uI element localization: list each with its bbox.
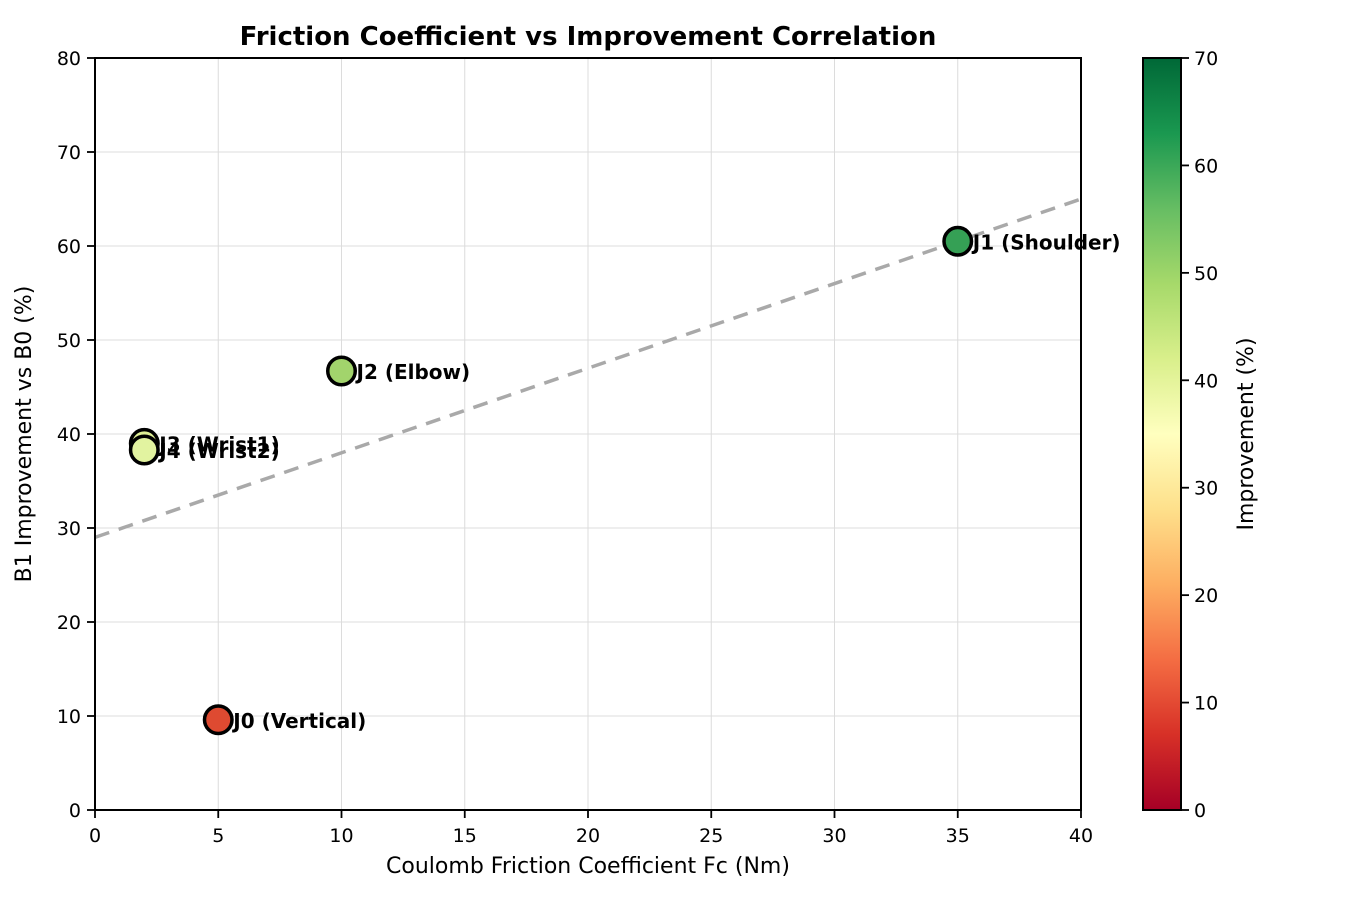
y-tick-label: 20 (57, 612, 81, 634)
data-point (942, 225, 974, 257)
x-tick-label: 0 (89, 825, 101, 847)
colorbar-label: Improvement (%) (1234, 337, 1259, 530)
colorbar-tick-label: 10 (1194, 693, 1218, 715)
y-tick-label: 80 (57, 48, 81, 70)
x-tick-label: 10 (329, 825, 353, 847)
data-points (128, 225, 974, 736)
colorbar-tick-label: 70 (1194, 48, 1218, 70)
x-tick-label: 35 (946, 825, 970, 847)
x-tick-label: 20 (576, 825, 600, 847)
y-tick-label: 70 (57, 142, 81, 164)
colorbar-tick-label: 40 (1194, 370, 1218, 392)
x-tick-label: 40 (1069, 825, 1093, 847)
chart-title: Friction Coefficient vs Improvement Corr… (240, 22, 937, 52)
y-axis-label: B1 Improvement vs B0 (%) (12, 286, 37, 583)
y-tick-labels: 0 10 20 30 40 50 60 70 80 (57, 48, 81, 822)
data-point (128, 434, 160, 466)
colorbar-tick-label: 20 (1194, 585, 1218, 607)
colorbar: 0 10 20 30 40 50 60 70 (1142, 48, 1218, 822)
y-tick-label: 10 (57, 706, 81, 728)
y-tick-label: 40 (57, 424, 81, 446)
colorbar-tick-label: 0 (1194, 800, 1206, 822)
y-tick-label: 30 (57, 518, 81, 540)
point-label: J4 (Wrist2) (157, 439, 279, 463)
x-tick-labels: 0 5 10 15 20 25 30 35 40 (89, 825, 1093, 847)
colorbar-tick-label: 50 (1194, 263, 1218, 285)
x-tick-label: 15 (453, 825, 477, 847)
x-tick-label: 5 (212, 825, 224, 847)
y-tick-label: 0 (69, 800, 81, 822)
point-label: J2 (Elbow) (355, 360, 471, 384)
x-axis-label: Coulomb Friction Coefficient Fc (Nm) (386, 854, 790, 879)
point-label: J1 (Shoulder) (971, 230, 1121, 254)
y-tick-label: 60 (57, 236, 81, 258)
data-point (202, 704, 234, 736)
point-label: J0 (Vertical) (231, 709, 366, 733)
y-tick-label: 50 (57, 330, 81, 352)
colorbar-gradient (1142, 57, 1182, 811)
x-tick-label: 25 (699, 825, 723, 847)
x-tick-label: 30 (822, 825, 846, 847)
axes-box (87, 57, 1082, 818)
colorbar-tick-label: 30 (1194, 478, 1218, 500)
colorbar-tick-label: 60 (1194, 155, 1218, 177)
data-point (326, 355, 357, 387)
point-labels: J0 (Vertical) J1 (Shoulder) J2 (Elbow) J3 (… (157, 230, 1120, 732)
point-label: J3 (Wrist1) (157, 432, 279, 456)
